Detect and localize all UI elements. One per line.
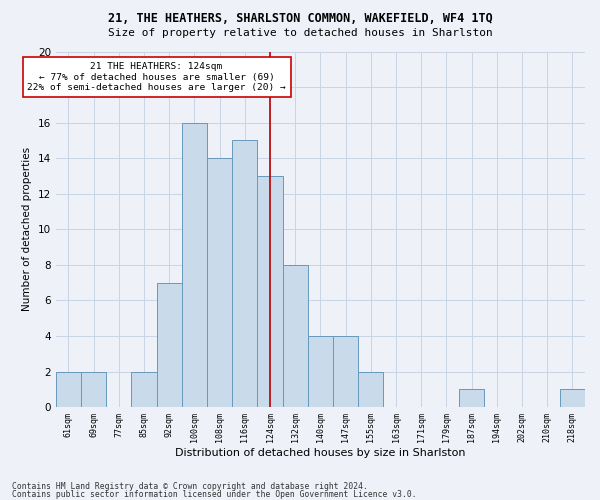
Y-axis label: Number of detached properties: Number of detached properties: [22, 147, 32, 312]
Bar: [232, 140, 257, 407]
Text: Contains public sector information licensed under the Open Government Licence v3: Contains public sector information licen…: [12, 490, 416, 499]
Bar: [182, 122, 207, 407]
Bar: [131, 372, 157, 407]
Bar: [81, 372, 106, 407]
Text: 21, THE HEATHERS, SHARLSTON COMMON, WAKEFIELD, WF4 1TQ: 21, THE HEATHERS, SHARLSTON COMMON, WAKE…: [107, 12, 493, 26]
Bar: [560, 390, 585, 407]
Bar: [333, 336, 358, 407]
Bar: [56, 372, 81, 407]
Bar: [459, 390, 484, 407]
Bar: [257, 176, 283, 407]
Text: Size of property relative to detached houses in Sharlston: Size of property relative to detached ho…: [107, 28, 493, 38]
Bar: [157, 282, 182, 407]
Text: 21 THE HEATHERS: 124sqm
← 77% of detached houses are smaller (69)
22% of semi-de: 21 THE HEATHERS: 124sqm ← 77% of detache…: [27, 62, 286, 92]
Bar: [308, 336, 333, 407]
Bar: [283, 265, 308, 407]
Text: Contains HM Land Registry data © Crown copyright and database right 2024.: Contains HM Land Registry data © Crown c…: [12, 482, 368, 491]
Bar: [207, 158, 232, 407]
Bar: [358, 372, 383, 407]
X-axis label: Distribution of detached houses by size in Sharlston: Distribution of detached houses by size …: [175, 448, 466, 458]
